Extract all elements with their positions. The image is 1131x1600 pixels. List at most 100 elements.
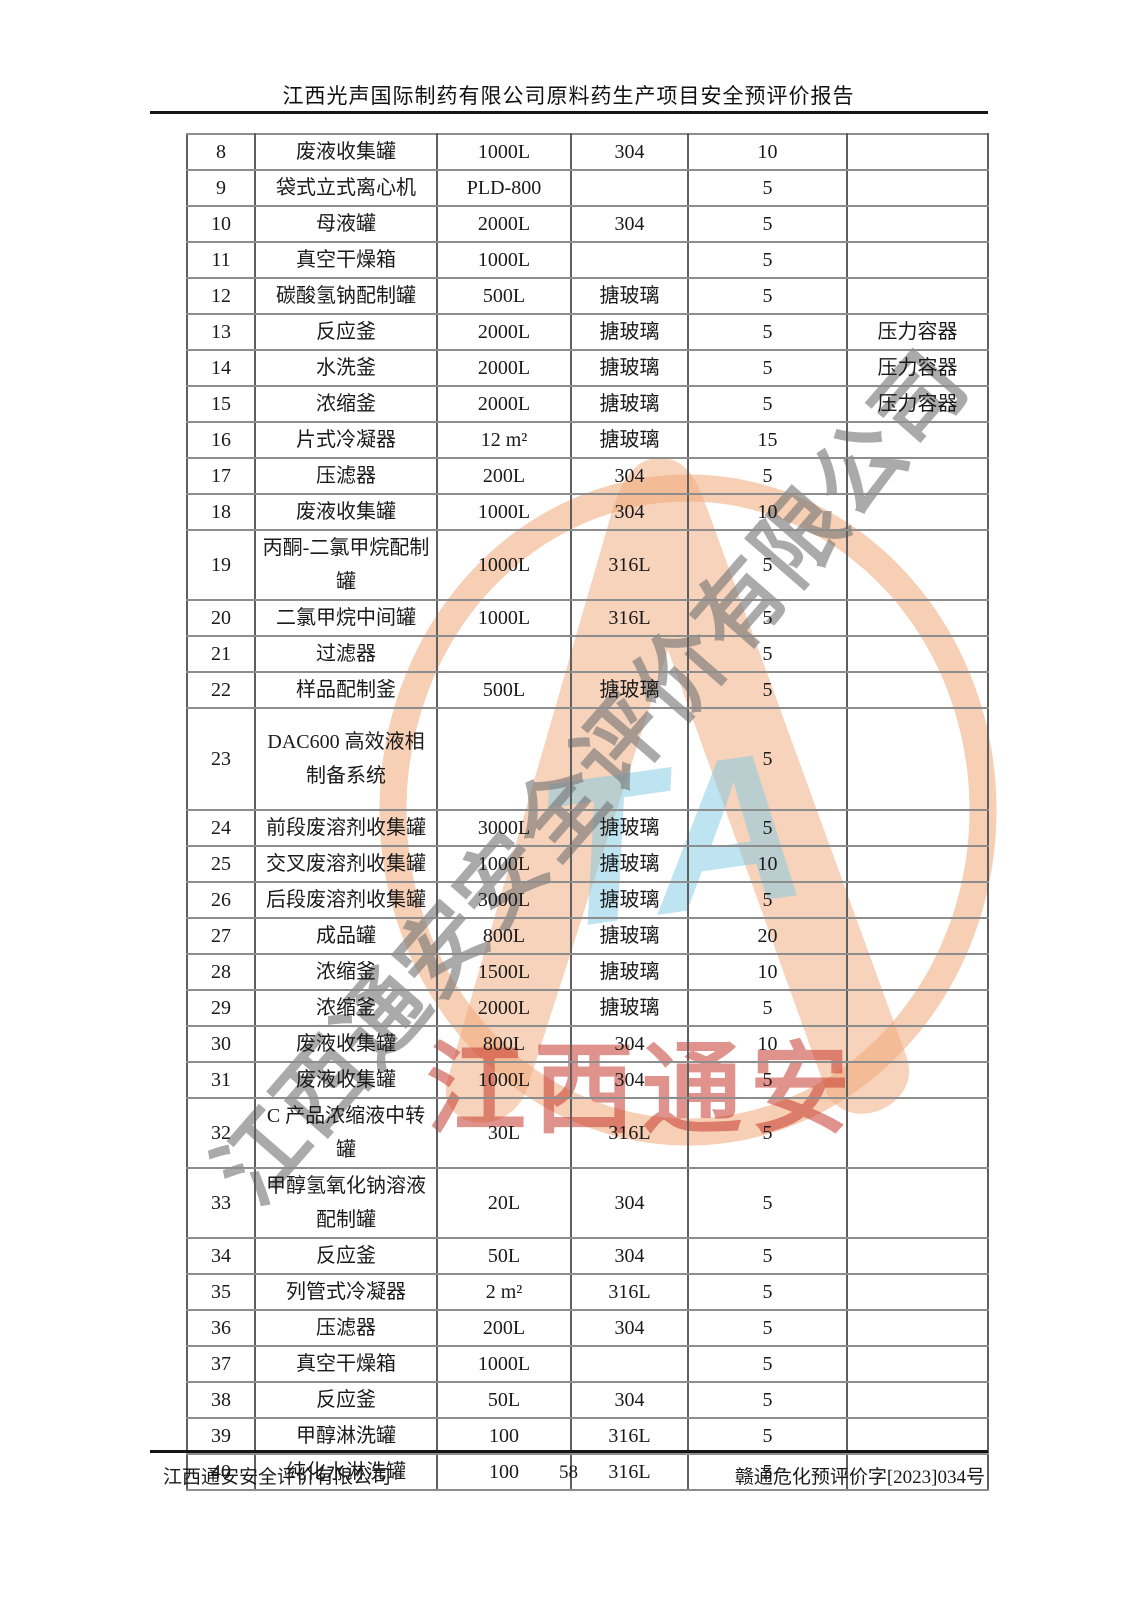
cell-note: [846, 1381, 989, 1419]
cell-note: [846, 953, 989, 991]
cell-name: 反应釜: [254, 1237, 438, 1275]
cell-qty: 5: [687, 1273, 848, 1311]
cell-name: 母液罐: [254, 205, 438, 243]
cell-no: 37: [186, 1345, 256, 1383]
cell-material: [570, 1345, 689, 1383]
cell-no: 25: [186, 845, 256, 883]
table-row: 15 浓缩釜 2000L 搪玻璃 5 压力容器: [186, 385, 989, 423]
cell-spec: 1000L: [436, 1345, 572, 1383]
cell-qty: 5: [687, 1167, 848, 1239]
cell-spec: 1000L: [436, 529, 572, 601]
cell-no: 12: [186, 277, 256, 315]
cell-note: [846, 1417, 989, 1455]
cell-name: 压滤器: [254, 1309, 438, 1347]
cell-note: [846, 1309, 989, 1347]
cell-material: 304: [570, 1237, 689, 1275]
cell-no: 34: [186, 1237, 256, 1275]
cell-note: 压力容器: [846, 385, 989, 423]
cell-material: 316L: [570, 1097, 689, 1169]
cell-spec: 30L: [436, 1097, 572, 1169]
cell-no: 36: [186, 1309, 256, 1347]
cell-name: 反应釜: [254, 1381, 438, 1419]
cell-material: 316L: [570, 1417, 689, 1455]
table-row: 22 样品配制釜 500L 搪玻璃 5: [186, 671, 989, 709]
cell-material: 304: [570, 1309, 689, 1347]
cell-material: [570, 169, 689, 207]
cell-qty: 5: [687, 1061, 848, 1099]
cell-spec: 200L: [436, 1309, 572, 1347]
cell-name: 过滤器: [254, 635, 438, 673]
cell-name: 压滤器: [254, 457, 438, 495]
cell-qty: 5: [687, 1453, 848, 1491]
cell-spec: [436, 707, 572, 811]
cell-material: 搪玻璃: [570, 313, 689, 351]
cell-no: 8: [186, 133, 256, 171]
cell-material: 搪玻璃: [570, 277, 689, 315]
cell-qty: 5: [687, 809, 848, 847]
table-row: 38 反应釜 50L 304 5: [186, 1381, 989, 1419]
cell-name: 后段废溶剂收集罐: [254, 881, 438, 919]
table-row: 26 后段废溶剂收集罐 3000L 搪玻璃 5: [186, 881, 989, 919]
cell-note: [846, 1061, 989, 1099]
cell-qty: 20: [687, 917, 848, 955]
table-row: 20 二氯甲烷中间罐 1000L 316L 5: [186, 599, 989, 637]
cell-note: [846, 169, 989, 207]
cell-note: [846, 635, 989, 673]
cell-qty: 5: [687, 1097, 848, 1169]
cell-qty: 5: [687, 989, 848, 1027]
cell-material: 搪玻璃: [570, 881, 689, 919]
cell-qty: 5: [687, 169, 848, 207]
cell-note: [846, 205, 989, 243]
cell-spec: 3000L: [436, 809, 572, 847]
cell-no: 28: [186, 953, 256, 991]
cell-name: 袋式立式离心机: [254, 169, 438, 207]
cell-qty: 10: [687, 953, 848, 991]
cell-material: 搪玻璃: [570, 671, 689, 709]
table-row: 29 浓缩釜 2000L 搪玻璃 5: [186, 989, 989, 1027]
table-row: 30 废液收集罐 800L 304 10: [186, 1025, 989, 1063]
cell-spec: 2000L: [436, 989, 572, 1027]
cell-name: 样品配制釜: [254, 671, 438, 709]
cell-spec: 100: [436, 1453, 572, 1491]
cell-spec: 20L: [436, 1167, 572, 1239]
cell-material: [570, 635, 689, 673]
cell-no: 13: [186, 313, 256, 351]
table-row: 35 列管式冷凝器 2 m² 316L 5: [186, 1273, 989, 1311]
cell-name: 废液收集罐: [254, 1061, 438, 1099]
cell-spec: 50L: [436, 1381, 572, 1419]
cell-material: 搪玻璃: [570, 349, 689, 387]
cell-spec: 1000L: [436, 493, 572, 531]
cell-qty: 5: [687, 529, 848, 601]
cell-no: 20: [186, 599, 256, 637]
cell-material: 304: [570, 493, 689, 531]
table-row: 18 废液收集罐 1000L 304 10: [186, 493, 989, 531]
cell-note: [846, 989, 989, 1027]
footer-company: 江西通安安全评价有限公司: [163, 1467, 392, 1488]
cell-no: 33: [186, 1167, 256, 1239]
cell-no: 17: [186, 457, 256, 495]
cell-qty: 5: [687, 313, 848, 351]
cell-qty: 15: [687, 421, 848, 459]
cell-material: 304: [570, 1025, 689, 1063]
table-row: 33 甲醇氢氧化钠溶液配制罐 20L 304 5: [186, 1167, 989, 1239]
cell-name: 二氯甲烷中间罐: [254, 599, 438, 637]
cell-note: [846, 493, 989, 531]
cell-spec: 800L: [436, 1025, 572, 1063]
cell-spec: 500L: [436, 277, 572, 315]
cell-no: 19: [186, 529, 256, 601]
table-row: 28 浓缩釜 1500L 搪玻璃 10: [186, 953, 989, 991]
table-row: 32 C 产品浓缩液中转罐 30L 316L 5: [186, 1097, 989, 1169]
cell-qty: 5: [687, 205, 848, 243]
cell-name: 水洗釜: [254, 349, 438, 387]
cell-qty: 5: [687, 457, 848, 495]
cell-material: 搪玻璃: [570, 989, 689, 1027]
cell-no: 35: [186, 1273, 256, 1311]
cell-qty: 5: [687, 349, 848, 387]
cell-spec: 1000L: [436, 133, 572, 171]
cell-note: [846, 421, 989, 459]
footer-rule: [150, 1450, 988, 1453]
cell-spec: 500L: [436, 671, 572, 709]
cell-name: 反应釜: [254, 313, 438, 351]
